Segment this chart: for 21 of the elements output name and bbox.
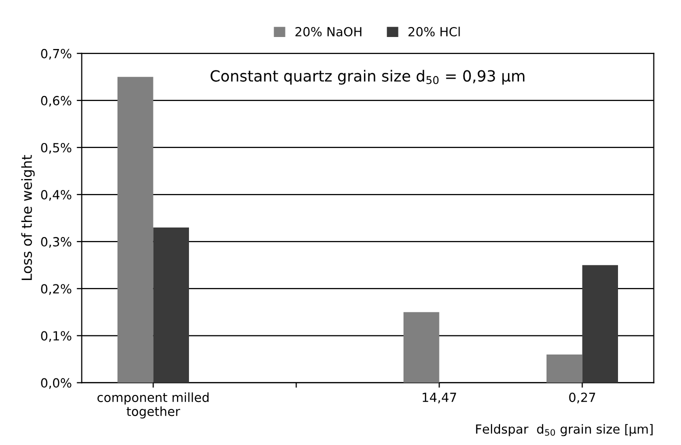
y-tick-label: 0,2% bbox=[41, 284, 72, 295]
y-axis-title: Loss of the weight bbox=[21, 155, 35, 280]
y-tick-label: 0,6% bbox=[41, 96, 72, 107]
y-tick-label: 0,0% bbox=[41, 378, 72, 389]
y-tick-label: 0,4% bbox=[41, 190, 72, 201]
annotation: Constant quartz grain size d$_{50}$ = 0,93 µm bbox=[210, 70, 524, 85]
y-tick-label: 0,1% bbox=[41, 331, 72, 342]
x-axis-title: Feldspar d$_{50}$ grain size [µm] bbox=[476, 424, 653, 436]
x-tick-label: component milled together bbox=[97, 392, 209, 419]
bar bbox=[403, 312, 440, 383]
legend-label: 20% HCl bbox=[408, 26, 460, 36]
bar bbox=[117, 76, 154, 383]
x-tick-label: 0,27 bbox=[569, 392, 596, 404]
y-tick-label: 0,3% bbox=[41, 237, 72, 248]
bar bbox=[153, 227, 189, 383]
x-tick-label: 14,47 bbox=[422, 392, 456, 404]
bar bbox=[546, 354, 582, 383]
legend-label: 20% NaOH bbox=[295, 26, 362, 36]
bar bbox=[582, 265, 618, 383]
y-tick-label: 0,7% bbox=[41, 48, 72, 60]
y-tick-label: 0,5% bbox=[41, 142, 72, 154]
